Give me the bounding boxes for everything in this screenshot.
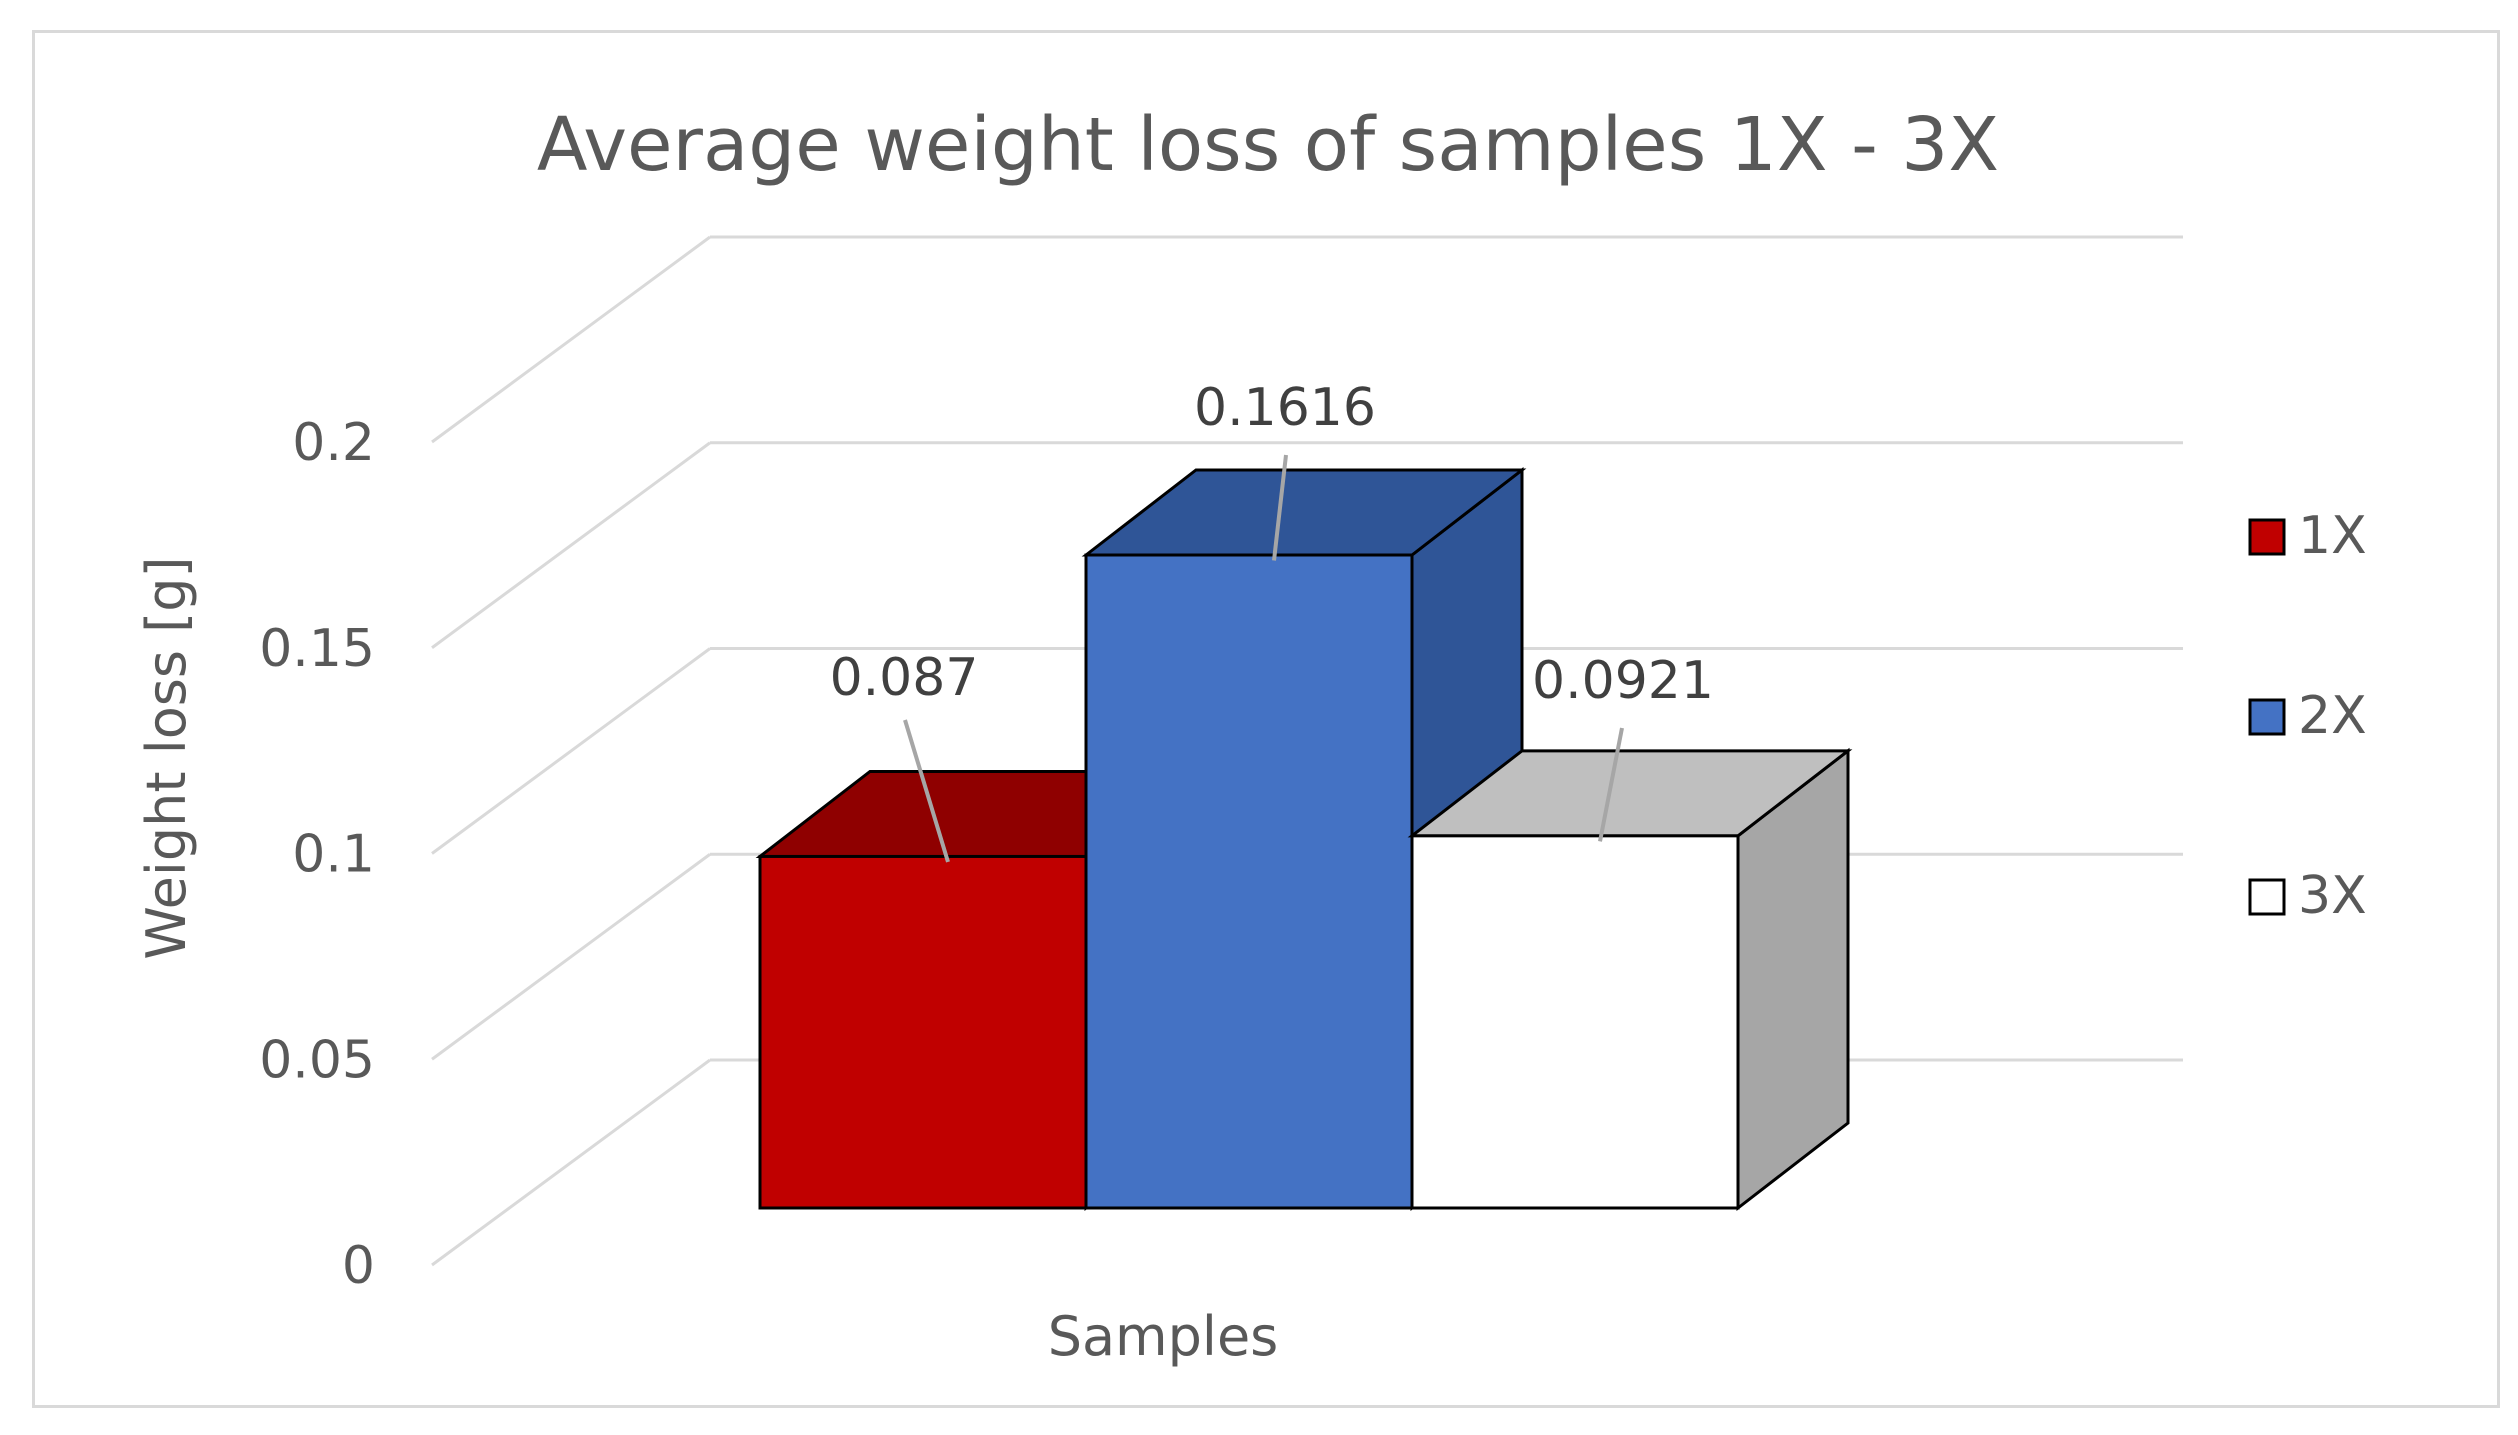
gridline-depth-4: [431, 235, 711, 444]
data-label-1X: 0.087: [830, 648, 979, 708]
bar-3X: [1407, 747, 1853, 1212]
gridline-depth-2: [431, 647, 711, 855]
data-label-leader-1X: [903, 719, 950, 863]
data-label-leader-2X: [1272, 454, 1288, 561]
bars-layer: [755, 466, 1853, 1212]
data-label-leader-3X: [1598, 727, 1624, 842]
data-label-2X: 0.1616: [1194, 378, 1376, 438]
gridline-depth-3: [431, 441, 711, 649]
x-axis-title: Samples: [1048, 1305, 1279, 1368]
bar-front-3X: [1410, 834, 1740, 1210]
legend-label-2X: 2X: [2298, 686, 2367, 746]
y-axis-ticks: 0 0.05 0.1 0.15 0.2: [259, 413, 375, 1296]
legend-label-1X: 1X: [2298, 506, 2367, 566]
legend-label-3X: 3X: [2298, 866, 2367, 926]
y-tick-label-1: 0.05: [259, 1030, 375, 1090]
legend: 1X 2X 3X: [2248, 506, 2367, 926]
gridline-depth-1: [431, 853, 711, 1061]
gridline-depth-0: [431, 1058, 711, 1267]
y-axis-title: Weight loss [g]: [135, 556, 198, 959]
data-label-3X: 0.0921: [1532, 651, 1714, 711]
legend-swatch-1X: [2248, 518, 2286, 556]
bar-front-2X: [1084, 553, 1414, 1210]
bar-front-1X: [758, 854, 1088, 1210]
chart-title: Average weight loss of samples 1X - 3X: [537, 102, 1999, 188]
data-labels-layer: 0.087 0.1616 0.0921: [830, 378, 1714, 863]
legend-swatch-2X: [2248, 698, 2286, 736]
y-tick-label-0: 0: [342, 1236, 375, 1296]
legend-swatch-3X: [2248, 878, 2286, 916]
y-tick-label-3: 0.15: [259, 619, 375, 679]
y-tick-label-4: 0.2: [292, 413, 375, 473]
y-tick-label-2: 0.1: [292, 825, 375, 885]
